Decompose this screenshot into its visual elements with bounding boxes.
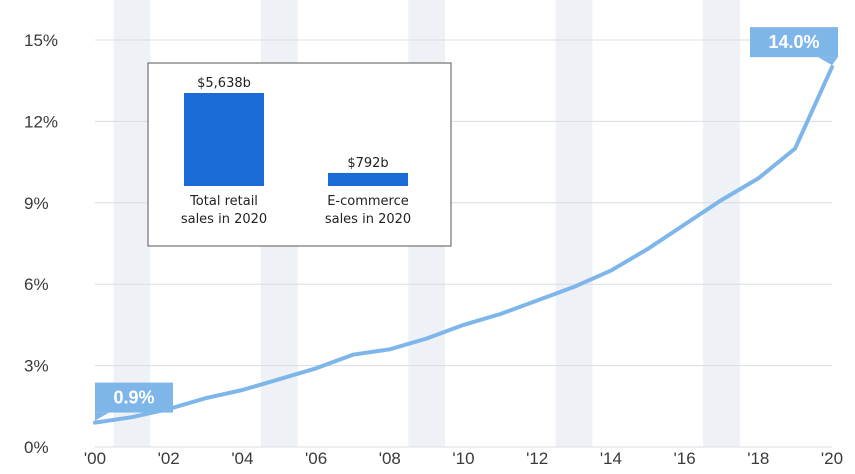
inset-bar-chart: $5,638b Total retail sales in 2020 $792b E-c… xyxy=(147,62,452,247)
x-tick-label: '04 xyxy=(231,449,253,468)
start-value-callout: 0.9% xyxy=(95,382,173,421)
callout-label: 14.0% xyxy=(768,32,819,52)
y-tick-label: 6% xyxy=(24,275,49,294)
background-band xyxy=(113,0,151,447)
y-tick-label: 9% xyxy=(24,194,49,213)
x-tick-label: '16 xyxy=(674,449,696,468)
background-band xyxy=(703,0,740,447)
y-tick-label: 0% xyxy=(24,438,49,457)
callout-pointer xyxy=(95,412,109,421)
x-tick-label: '02 xyxy=(158,449,180,468)
inset-bar xyxy=(328,172,408,186)
inset-category-label: E-commerce xyxy=(327,194,409,209)
inset-category-label: sales in 2020 xyxy=(181,212,267,227)
x-tick-label: '10 xyxy=(452,449,474,468)
x-tick-label: '08 xyxy=(379,449,401,468)
inset-bar-value-label: $5,638b xyxy=(197,76,251,91)
y-tick-label: 12% xyxy=(24,112,58,131)
x-tick-label: '12 xyxy=(526,449,548,468)
series-line xyxy=(93,65,834,425)
end-value-callout: 14.0% xyxy=(750,27,838,66)
callout-box xyxy=(750,27,838,58)
x-tick-label: '06 xyxy=(305,449,327,468)
y-tick-label: 15% xyxy=(24,31,58,50)
inset-category-label: sales in 2020 xyxy=(325,212,411,227)
callout-pointer xyxy=(818,57,838,66)
x-tick-label: '18 xyxy=(747,449,769,468)
y-tick-label: 3% xyxy=(24,357,49,376)
background-band xyxy=(555,0,593,447)
inset-category-label: Total retail xyxy=(189,194,258,209)
x-tick-label: '00 xyxy=(84,449,106,468)
x-tick-label: '14 xyxy=(600,449,622,468)
inset-bar xyxy=(184,93,264,186)
callout-box xyxy=(95,382,173,413)
inset-bar-value-label: $792b xyxy=(347,156,388,171)
x-tick-label: '20 xyxy=(821,449,843,468)
callout-label: 0.9% xyxy=(113,388,154,408)
